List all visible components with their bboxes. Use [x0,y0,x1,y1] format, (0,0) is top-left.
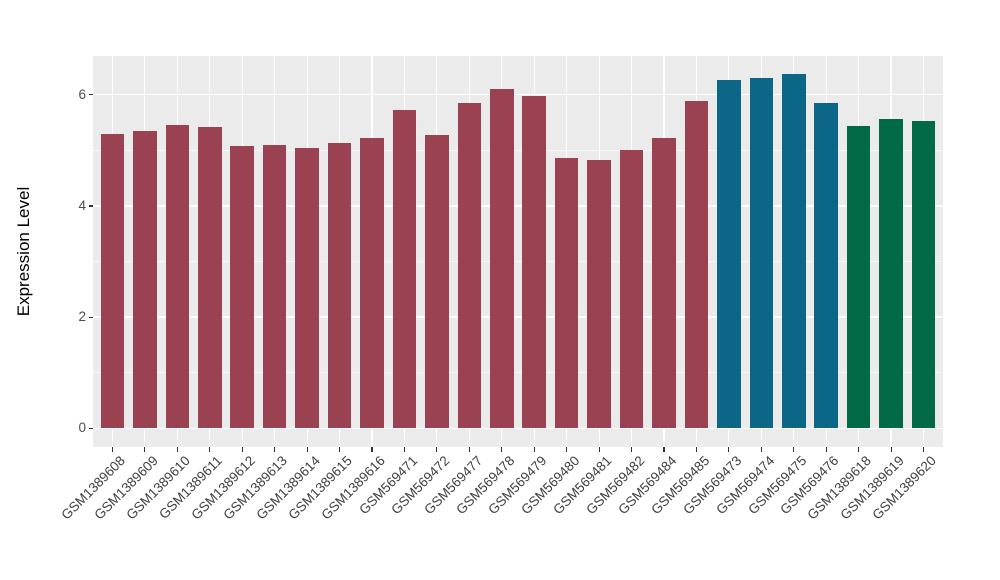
y-tick-label: 4 [78,197,86,213]
x-tick [566,447,568,452]
y-tick [88,94,93,96]
y-tick [88,316,93,318]
bar [165,125,190,429]
bar [230,146,254,429]
bar [295,147,319,429]
x-tick [111,447,113,452]
y-tick [88,205,93,207]
gridline-major [93,205,943,207]
x-tick [274,447,276,452]
y-tick-label: 2 [78,309,86,325]
bar [652,137,676,429]
x-tick [695,447,697,452]
bar [392,110,417,429]
x-tick [825,447,827,452]
plot-panel [93,56,943,447]
x-tick [793,447,795,452]
bar [554,157,579,429]
y-axis-title: Expression Level [14,186,33,317]
bar [684,100,709,429]
bar [846,126,871,429]
bar [100,134,125,429]
x-tick [760,447,762,452]
bar [262,144,287,429]
x-tick [306,447,308,452]
bar [198,126,222,429]
gridline-minor [93,149,943,151]
bar [327,143,352,429]
y-tick-label: 0 [78,420,86,436]
bar [879,119,903,429]
x-tick [890,447,892,452]
y-tick-label: 6 [78,86,86,102]
bar [782,74,806,429]
bar [749,78,774,429]
bar [425,135,449,429]
x-tick [630,447,633,452]
bar [360,137,384,429]
x-tick [663,447,665,452]
bar [490,89,514,429]
x-tick [209,447,211,452]
x-tick [176,447,178,452]
x-tick [241,447,243,452]
bar [587,160,611,429]
bar [457,103,482,429]
x-tick [858,447,860,452]
x-tick [501,447,503,452]
x-tick [403,447,405,452]
x-tick [468,447,470,452]
x-tick [598,447,600,452]
bar [133,130,157,429]
bar [717,79,741,429]
gridline-major [93,94,943,96]
x-tick [728,447,730,452]
x-tick [371,447,373,452]
bar [814,103,838,429]
gridline-minor [93,372,943,374]
bar [522,96,546,429]
gridline-minor [93,261,943,263]
bar [619,150,644,429]
y-tick [88,427,93,430]
x-tick [144,447,146,452]
x-tick [922,447,925,452]
x-tick [339,447,341,452]
x-tick [533,447,535,452]
gridline-major [93,316,943,318]
x-tick [436,447,438,452]
gridline-major [93,427,943,430]
bar [911,121,936,429]
